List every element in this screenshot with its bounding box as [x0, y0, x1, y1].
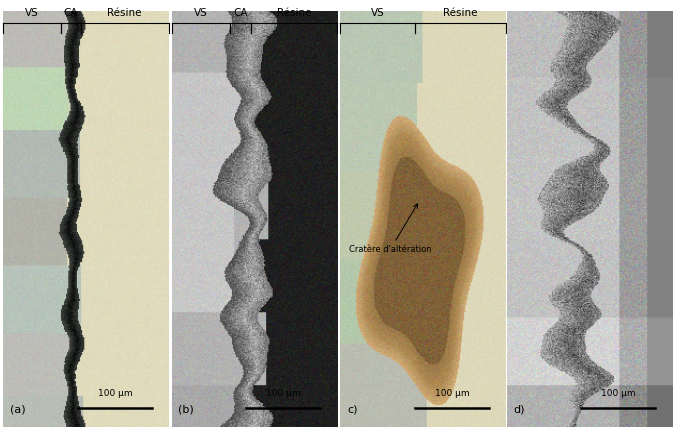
Text: VS: VS	[194, 8, 208, 18]
Text: Résine: Résine	[443, 8, 477, 18]
Text: Résine: Résine	[277, 8, 311, 18]
Text: 100 μm: 100 μm	[601, 389, 636, 398]
Text: (a): (a)	[10, 405, 26, 415]
Text: c): c)	[347, 405, 357, 415]
Text: d): d)	[514, 405, 525, 415]
Text: VS: VS	[371, 8, 384, 18]
Text: 100 μm: 100 μm	[435, 389, 469, 398]
Text: Cratère d'altération: Cratère d'altération	[348, 204, 431, 255]
Text: 100 μm: 100 μm	[98, 389, 132, 398]
Text: CA: CA	[233, 8, 247, 18]
Text: 100 μm: 100 μm	[266, 389, 301, 398]
Text: VS: VS	[26, 8, 39, 18]
Text: Résine: Résine	[107, 8, 142, 18]
Text: CA: CA	[64, 8, 78, 18]
Text: (b): (b)	[179, 405, 194, 415]
